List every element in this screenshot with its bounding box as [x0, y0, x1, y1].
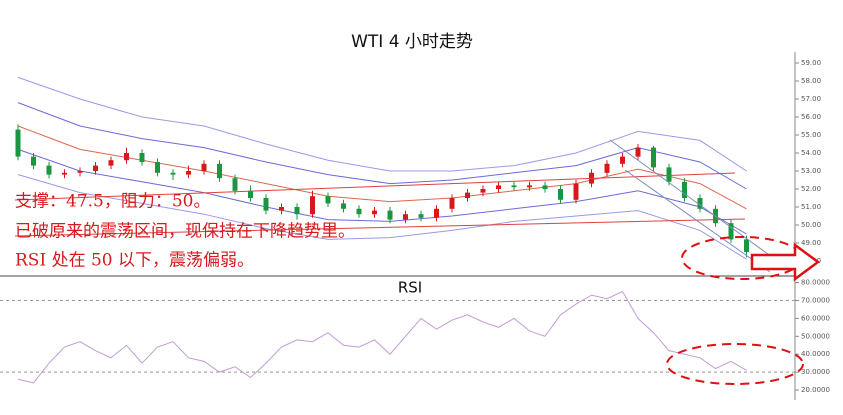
candle-body [155, 162, 160, 173]
y-tick-label: 57.00 [801, 95, 821, 103]
rsi-panel: 80.0000 70.0000 60.0000 50.0000 40.0000 30.00… [0, 279, 830, 394]
candle-body [108, 160, 114, 166]
y-tick-label: 54.00 [801, 149, 821, 157]
candle-body [217, 163, 222, 179]
candle-body [573, 183, 579, 200]
annotation: 已破原来的震荡区间，现保持在下降趋势里。 [15, 222, 355, 242]
candle-body [403, 214, 408, 220]
y-tick-label: 58.00 [801, 77, 821, 85]
y-tick-label: 20.0000 [801, 386, 830, 394]
candle-body [232, 178, 238, 191]
candle-body [263, 198, 269, 211]
band-line [17, 174, 747, 260]
rsi-title: RSI [398, 279, 422, 297]
candle-body [697, 198, 703, 209]
candle-body [465, 192, 470, 198]
candle-body [15, 129, 21, 157]
candle-body [511, 185, 517, 188]
y-tick-label: 50.0000 [801, 332, 830, 340]
candle-body [186, 171, 191, 175]
annotation: 支撑：47.5，阻力：50。 [15, 192, 210, 212]
candle-body [418, 214, 424, 218]
y-tick-label: 70.0000 [801, 296, 830, 304]
channel-line [624, 169, 771, 273]
y-tick-label: 40.0000 [801, 350, 830, 358]
y-tick-label: 30.0000 [801, 368, 830, 376]
trend-line [14, 218, 746, 237]
y-tick-label: 59.00 [801, 59, 821, 67]
y-tick-label: 51.00 [801, 203, 821, 211]
trend-line [14, 172, 736, 201]
candle-body [604, 163, 610, 173]
rsi-line [17, 290, 747, 384]
y-tick-label: 80.0000 [801, 279, 830, 287]
candle-body [294, 207, 300, 215]
candle-body [496, 185, 501, 189]
candle-body [620, 156, 625, 164]
candle-body [93, 165, 98, 171]
candle-body [527, 185, 532, 188]
channel-line [609, 139, 791, 271]
candle-body [542, 185, 548, 189]
candle-body [558, 189, 563, 200]
candle-body [310, 196, 315, 215]
candle-body [46, 165, 52, 175]
candle-body [279, 207, 284, 211]
candle-body [124, 153, 129, 161]
highlight-ellipse [666, 343, 804, 385]
candle-body [449, 198, 455, 209]
candle-body [31, 156, 36, 166]
candle-body [728, 223, 734, 240]
candle-body [248, 190, 253, 198]
y-tick-label: 50.00 [801, 221, 821, 229]
candle-body [325, 196, 331, 204]
annotation: RSI 处在 50 以下，震荡偏弱。 [15, 251, 254, 271]
candle-body [201, 163, 207, 171]
band-line [17, 76, 747, 172]
y-tick-label: 56.00 [801, 113, 821, 121]
candle-body [480, 189, 486, 193]
candle-body [170, 172, 176, 175]
candle-body [372, 210, 377, 215]
candle-body [77, 171, 83, 173]
y-tick-label: 60.0000 [801, 314, 830, 322]
candle-body [387, 210, 393, 220]
arrow [750, 242, 821, 282]
candle-body [666, 167, 672, 182]
candle-body [341, 203, 346, 209]
band-line [17, 102, 747, 190]
candle-body [651, 147, 656, 168]
chart-title: WTI 4 小时走势 [351, 32, 473, 52]
candle-body [635, 147, 641, 157]
candle-body [744, 239, 749, 252]
y-tick-label: 52.00 [801, 185, 821, 193]
candle-body [682, 181, 687, 198]
candle-body [434, 208, 439, 218]
annotations: 支撑：47.5，阻力：50。 已破原来的震荡区间，现保持在下降趋势里。 RSI … [14, 139, 821, 385]
candle-body [139, 153, 145, 162]
y-tick-label: 53.00 [801, 167, 821, 175]
candle-body [62, 172, 67, 175]
y-tick-label: 49.00 [801, 239, 821, 247]
candle-body [356, 208, 362, 215]
y-tick-label: 55.00 [801, 131, 821, 139]
